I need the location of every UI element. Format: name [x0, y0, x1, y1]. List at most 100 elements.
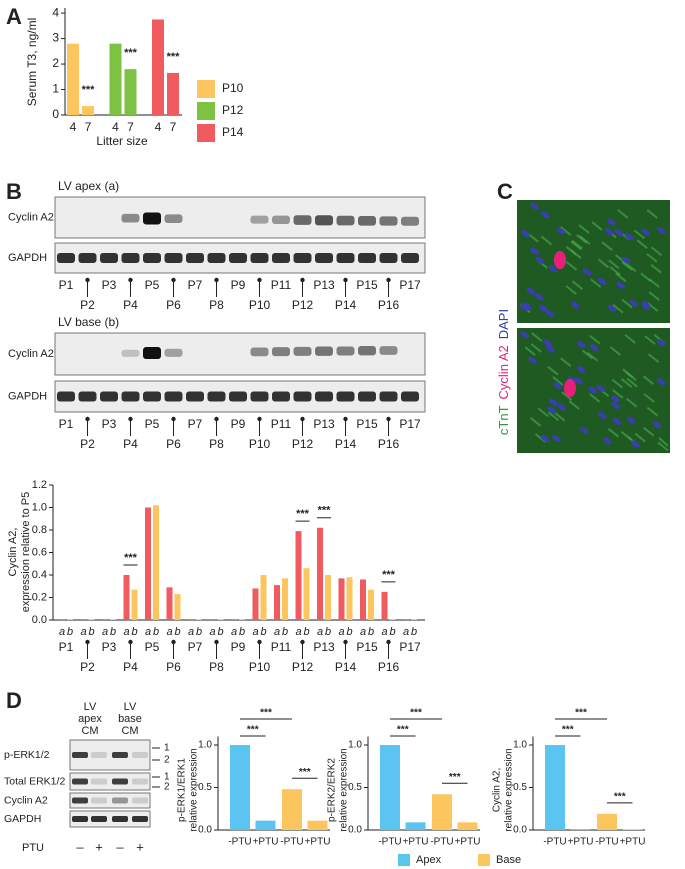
blot-band: [112, 778, 128, 785]
lane-label: P5: [145, 278, 160, 292]
channel-label: DAPI: [496, 309, 511, 339]
bar: [255, 820, 276, 830]
pin-head: [214, 639, 219, 645]
significance: ***: [318, 505, 332, 517]
lane-label: P12: [292, 437, 314, 451]
nucleus: [656, 378, 666, 386]
blot-column-label: CM: [81, 725, 98, 737]
bar: [88, 619, 95, 620]
blot-band: [358, 346, 376, 356]
fiber: [642, 375, 655, 385]
fiber: [615, 272, 627, 283]
nucleus: [538, 304, 548, 312]
nucleus: [521, 230, 530, 238]
blot: [69, 810, 151, 828]
nucleus: [603, 437, 612, 445]
bar: [622, 829, 643, 830]
legend-swatch: [478, 854, 490, 866]
blot-band: [132, 752, 148, 758]
fiber: [617, 209, 629, 219]
lane-label: P8: [209, 437, 224, 451]
y-tick-label: 0.5: [513, 782, 527, 793]
x-tick-label: -PTU: [280, 837, 303, 848]
series-label: a: [188, 626, 194, 638]
series-label: b: [67, 626, 73, 638]
blot-band: [229, 391, 247, 402]
fiber: [537, 407, 549, 418]
series-label: b: [325, 626, 331, 638]
lane-label: P9: [231, 278, 246, 292]
bar: [325, 575, 331, 620]
lane-label: P16: [378, 437, 400, 451]
nucleus: [557, 403, 566, 411]
blot-column-label: CM: [121, 725, 138, 737]
fiber: [640, 272, 652, 283]
lane-label: P4: [123, 437, 138, 451]
y-axis-label: Cyclin A2,: [492, 768, 503, 812]
blot-row-label: Cyclin A2: [8, 348, 54, 360]
bar: [167, 72, 179, 115]
blot-band: [336, 215, 355, 226]
channel-label: cTnT: [496, 405, 511, 435]
nucleus: [582, 268, 592, 276]
lane-label: P12: [292, 298, 314, 312]
panel-label: D: [6, 688, 22, 713]
blot-band: [229, 253, 247, 263]
lane-label: P5: [145, 640, 160, 654]
bar: [282, 789, 302, 830]
blot-band: [379, 391, 398, 402]
blot-band: [272, 391, 290, 402]
pin-head: [257, 277, 262, 283]
blot-band: [132, 816, 148, 822]
lane-label: P3: [102, 417, 117, 431]
bar: [102, 619, 108, 620]
significance: ***: [82, 84, 96, 96]
bar: [153, 505, 159, 620]
blot-row-label: GAPDH: [4, 813, 41, 825]
nucleus: [520, 331, 529, 339]
nucleus: [553, 382, 562, 390]
pin-head: [128, 416, 133, 422]
series-label: a: [209, 626, 215, 638]
bar: [110, 619, 116, 620]
series-label: b: [368, 626, 374, 638]
nucleus: [631, 440, 640, 448]
series-label: b: [153, 626, 159, 638]
lane-label: P2: [80, 298, 95, 312]
series-label: b: [217, 626, 223, 638]
fiber: [589, 393, 601, 403]
bar: [82, 106, 94, 115]
panel-label: C: [497, 179, 513, 204]
blot-band: [186, 391, 204, 402]
treatment-level: +: [136, 839, 144, 854]
x-tick-label: 4: [155, 120, 162, 134]
series-label: b: [346, 626, 352, 638]
nucleus: [548, 398, 558, 406]
nucleus: [606, 218, 616, 226]
fiber: [624, 334, 636, 344]
band-marker: 1: [164, 772, 170, 783]
x-tick-label: +PTU: [403, 837, 429, 848]
blot-band: [121, 391, 140, 402]
nucleus: [540, 435, 550, 443]
lane-label: P7: [188, 640, 203, 654]
lane-label: P1: [59, 640, 74, 654]
pin-head: [171, 639, 176, 645]
fiber: [643, 426, 655, 437]
fiber: [625, 262, 637, 272]
fiber: [647, 302, 659, 312]
blot-band: [112, 752, 128, 758]
y-tick-label: 1: [52, 82, 59, 96]
series-label: b: [389, 626, 395, 638]
treatment-level: +: [95, 839, 103, 854]
blot-row-label: p-ERK1/2: [4, 749, 50, 761]
pin-head: [300, 277, 305, 283]
nucleus: [579, 427, 589, 435]
series-label: a: [80, 626, 86, 638]
nucleus: [596, 384, 606, 392]
blot-row-label: Cyclin A2: [8, 211, 54, 223]
blot-band: [121, 213, 140, 223]
blot-band: [121, 349, 140, 357]
y-tick-label: 1.0: [198, 740, 212, 751]
significance: ***: [449, 772, 461, 783]
